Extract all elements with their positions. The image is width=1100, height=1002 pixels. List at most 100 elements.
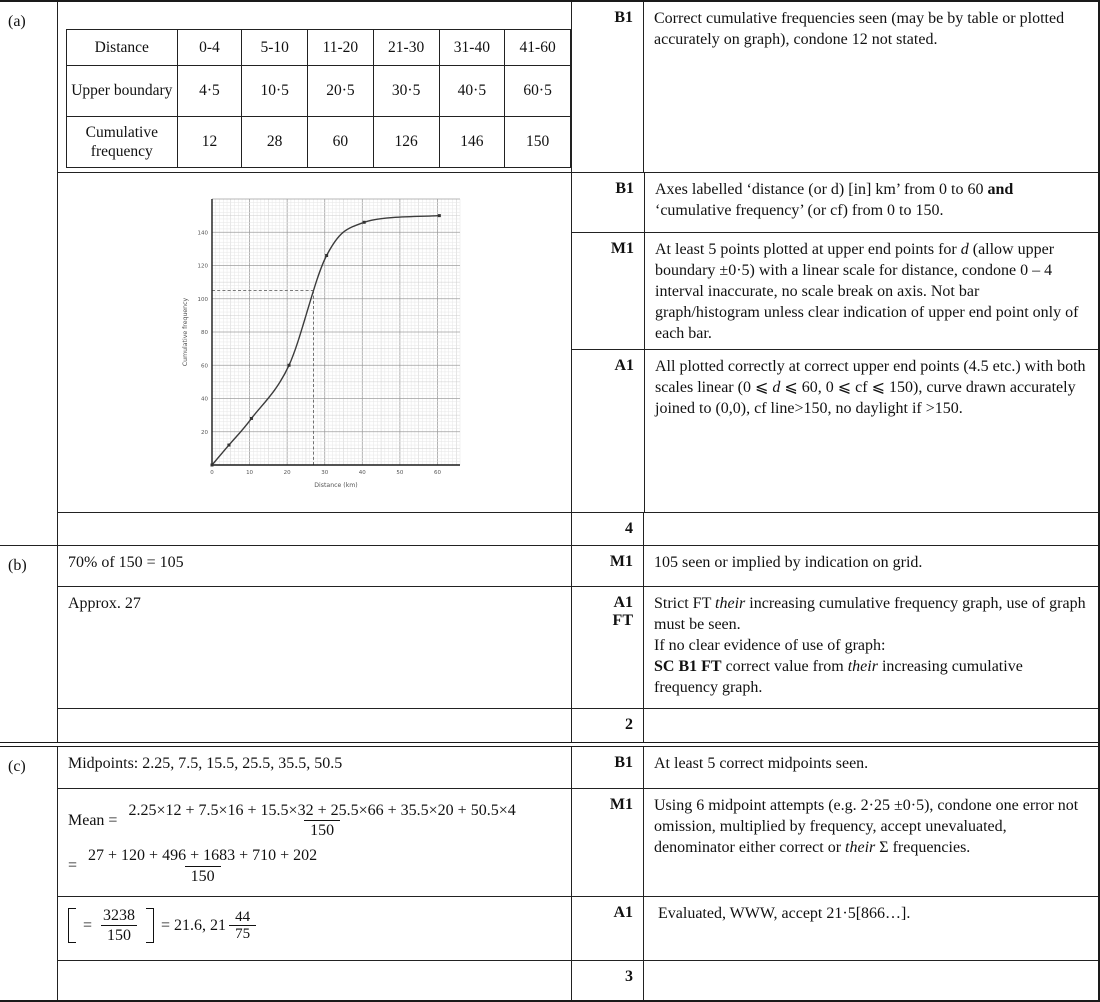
fraction: 44 75: [229, 909, 257, 943]
part-c-label: (c): [8, 758, 26, 775]
table-cell: 60: [307, 116, 374, 168]
part-b-label: (b): [8, 557, 27, 574]
mean-equation-line2: = 27 + 120 + 496 + 1683 + 710 + 202 150: [68, 846, 571, 885]
left-bracket: [68, 908, 76, 944]
table-row: Distance 0-4 5-10 11-20 21-30 31-40 41-6…: [66, 29, 571, 66]
fraction: 27 + 120 + 496 + 1683 + 710 + 202 150: [88, 847, 318, 885]
table-cell: 0-4: [176, 29, 243, 66]
answer-cell: Midpoints: 2.25, 7.5, 15.5, 25.5, 35.5, …: [57, 747, 571, 788]
table-cell: 30·5: [372, 65, 440, 117]
note-cell: Correct cumulative frequencies seen (may…: [643, 2, 1098, 172]
table-row: Upper boundary 4·5 10·5 20·5 30·5 40·5 6…: [66, 65, 571, 117]
equals-sign: =: [68, 857, 78, 875]
mark-cell-b1: B1: [571, 2, 643, 172]
mark-cell-a1: A1: [572, 349, 644, 512]
table-cell: 150: [504, 116, 571, 168]
empty-cell: [57, 708, 571, 742]
svg-text:40: 40: [359, 470, 366, 476]
result-equation-cell: = 3238 150 = 21.6, 21 44 75: [57, 896, 571, 960]
table-cell: 40·5: [438, 65, 506, 117]
result-value: = 21.6, 21: [161, 916, 227, 934]
table-cell: 41-60: [504, 29, 571, 66]
row-header-cumulative-frequency: Cumulative frequency: [66, 116, 178, 168]
part-a-label: (a): [8, 13, 26, 30]
mark-cell-m1: M1: [572, 232, 644, 349]
svg-text:0: 0: [210, 470, 214, 476]
table-cell: 31-40: [438, 29, 506, 66]
note-cell: Strict FT their increasing cumulative fr…: [643, 586, 1098, 708]
empty-cell: [57, 512, 571, 545]
answer-cell: Approx. 27: [57, 586, 571, 708]
mark-cell-b1: B1: [615, 180, 634, 197]
label-spacer: [0, 708, 57, 742]
mark-cell-m1: M1: [571, 546, 643, 586]
table-cell: 126: [372, 116, 440, 168]
mark-row: M1 At least 5 points plotted at upper en…: [572, 232, 1098, 349]
empty-cell: [643, 960, 1098, 1000]
svg-text:60: 60: [201, 363, 208, 369]
part-b-section: (b) 70% of 150 = 105 M1 105 seen or impl…: [0, 545, 1098, 742]
table-cell: 146: [438, 116, 506, 168]
svg-text:30: 30: [321, 470, 328, 476]
note-cell: At least 5 correct midpoints seen.: [643, 747, 1098, 788]
svg-text:Distance (km): Distance (km): [314, 482, 357, 489]
fraction: 2.25×12 + 7.5×16 + 15.5×32 + 25.5×66 + 3…: [128, 802, 516, 840]
table-cell: 28: [241, 116, 309, 168]
part-a-section: (a) Distance 0-4 5-10 11-20 21-30 31-40 …: [0, 2, 1098, 545]
svg-text:140: 140: [198, 230, 209, 236]
svg-text:80: 80: [201, 330, 208, 336]
cumulative-frequency-table: Distance 0-4 5-10 11-20 21-30 31-40 41-6…: [66, 29, 571, 168]
mark-row: A1 All plotted correctly at correct uppe…: [572, 349, 1098, 512]
part-c-section: (c) Midpoints: 2.25, 7.5, 15.5, 25.5, 35…: [0, 747, 1098, 1000]
part-b-total-marks: 2: [571, 708, 643, 742]
svg-text:20: 20: [284, 470, 291, 476]
mark-cell-a1: A1: [571, 896, 643, 960]
mark-row: B1 Axes labelled ‘distance (or d) [in] k…: [572, 173, 1098, 232]
empty-cell: [643, 512, 1098, 545]
note-cell: Using 6 midpoint attempts (e.g. 2·25 ±0·…: [643, 788, 1098, 896]
mark-cell-b1: B1: [571, 747, 643, 788]
equals-sign: =: [83, 916, 93, 934]
part-a-table-cell: Distance 0-4 5-10 11-20 21-30 31-40 41-6…: [57, 2, 571, 172]
label-spacer: [0, 960, 57, 1000]
svg-text:Cumulative frequency: Cumulative frequency: [182, 298, 189, 367]
result-equation-line: = 3238 150 = 21.6, 21 44 75: [68, 906, 571, 945]
answer-cell: 70% of 150 = 105: [57, 546, 571, 586]
label-spacer: [0, 512, 57, 545]
note-cell: 105 seen or implied by indication on gri…: [643, 546, 1098, 586]
mean-equation-line1: Mean = 2.25×12 + 7.5×16 + 15.5×32 + 25.5…: [68, 801, 571, 840]
table-cell: 20·5: [307, 65, 374, 117]
svg-text:40: 40: [201, 397, 208, 403]
part-c-total-marks: 3: [571, 960, 643, 1000]
label-spacer: [0, 172, 57, 512]
table-cell: 12: [176, 116, 243, 168]
mean-equation-cell: Mean = 2.25×12 + 7.5×16 + 15.5×32 + 25.5…: [57, 788, 571, 896]
svg-text:60: 60: [434, 470, 441, 476]
table-cell: 21-30: [372, 29, 440, 66]
row-header-distance: Distance: [66, 29, 178, 66]
fraction: 3238 150: [101, 907, 138, 945]
table-cell: 4·5: [176, 65, 243, 117]
table-row: Cumulative frequency 12 28 60 126 146 15…: [66, 116, 571, 168]
label-spacer: [0, 896, 57, 960]
mark-cell-m1: M1: [571, 788, 643, 896]
graph-mark-rows: B1 Axes labelled ‘distance (or d) [in] k…: [571, 172, 1098, 512]
svg-text:120: 120: [198, 264, 209, 270]
note-cell: Evaluated, WWW, accept 21·5[866…].: [643, 896, 1098, 960]
label-spacer: [0, 586, 57, 708]
cumulative-frequency-graph: 0 10 20 30 40 50 60 20 40 60 80 100 120 140 Distance (…: [182, 198, 461, 489]
mean-lhs: Mean =: [68, 811, 118, 829]
mark-cell-a1-ft: A1 FT: [571, 586, 643, 708]
row-header-upper-boundary: Upper boundary: [66, 65, 178, 117]
label-spacer: [0, 788, 57, 896]
table-cell: 5-10: [241, 29, 309, 66]
right-bracket: [146, 908, 155, 944]
table-cell: 11-20: [307, 29, 374, 66]
part-a-total-marks: 4: [571, 512, 643, 545]
svg-text:100: 100: [198, 297, 209, 303]
note-cell: All plotted correctly at correct upper e…: [644, 349, 1098, 512]
section-divider: [0, 742, 1098, 747]
note-cell: At least 5 points plotted at upper end p…: [644, 232, 1098, 349]
table-cell: 10·5: [241, 65, 309, 117]
